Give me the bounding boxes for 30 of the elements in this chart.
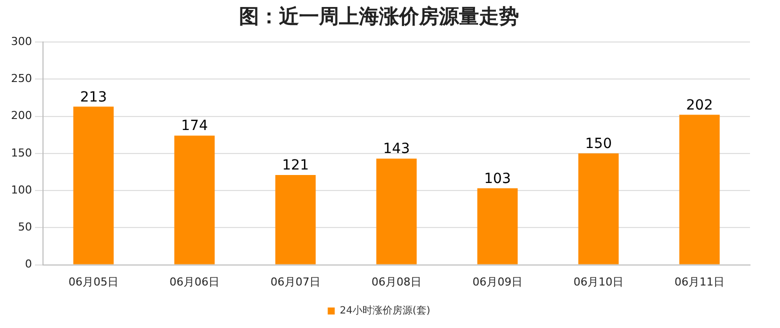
bar	[477, 188, 518, 264]
y-tick-label: 150	[10, 146, 32, 160]
data-label: 150	[585, 136, 612, 152]
x-tick-label: 06月08日	[372, 275, 422, 288]
bar	[679, 114, 720, 264]
bar	[578, 153, 619, 264]
y-tick-label: 200	[10, 109, 32, 122]
data-label: 103	[484, 170, 511, 187]
data-label: 202	[686, 97, 713, 114]
data-label: 121	[282, 158, 309, 174]
legend-label: 24小时涨价房源(套)	[340, 304, 430, 317]
bar	[275, 174, 316, 264]
data-label: 213	[80, 89, 107, 106]
data-label: 143	[383, 141, 410, 158]
x-tick-label: 06月05日	[68, 275, 118, 288]
bar	[174, 136, 215, 264]
y-tick-label: 50	[18, 220, 32, 234]
x-tick-label: 06月10日	[574, 275, 624, 288]
bar	[73, 106, 114, 264]
y-tick-label: 100	[10, 183, 32, 196]
x-tick-label: 06月11日	[674, 275, 724, 288]
x-tick-label: 06月07日	[270, 275, 320, 288]
data-label: 174	[181, 118, 208, 134]
y-tick-label: 250	[10, 72, 32, 85]
y-tick-label: 0	[24, 258, 32, 271]
bar	[376, 158, 417, 264]
x-tick-label: 06月06日	[169, 275, 220, 288]
y-tick-label: 300	[10, 34, 32, 48]
x-tick-label: 06月09日	[472, 275, 522, 288]
chart-title: 图：近一周上海涨价房源量走势	[239, 4, 519, 28]
